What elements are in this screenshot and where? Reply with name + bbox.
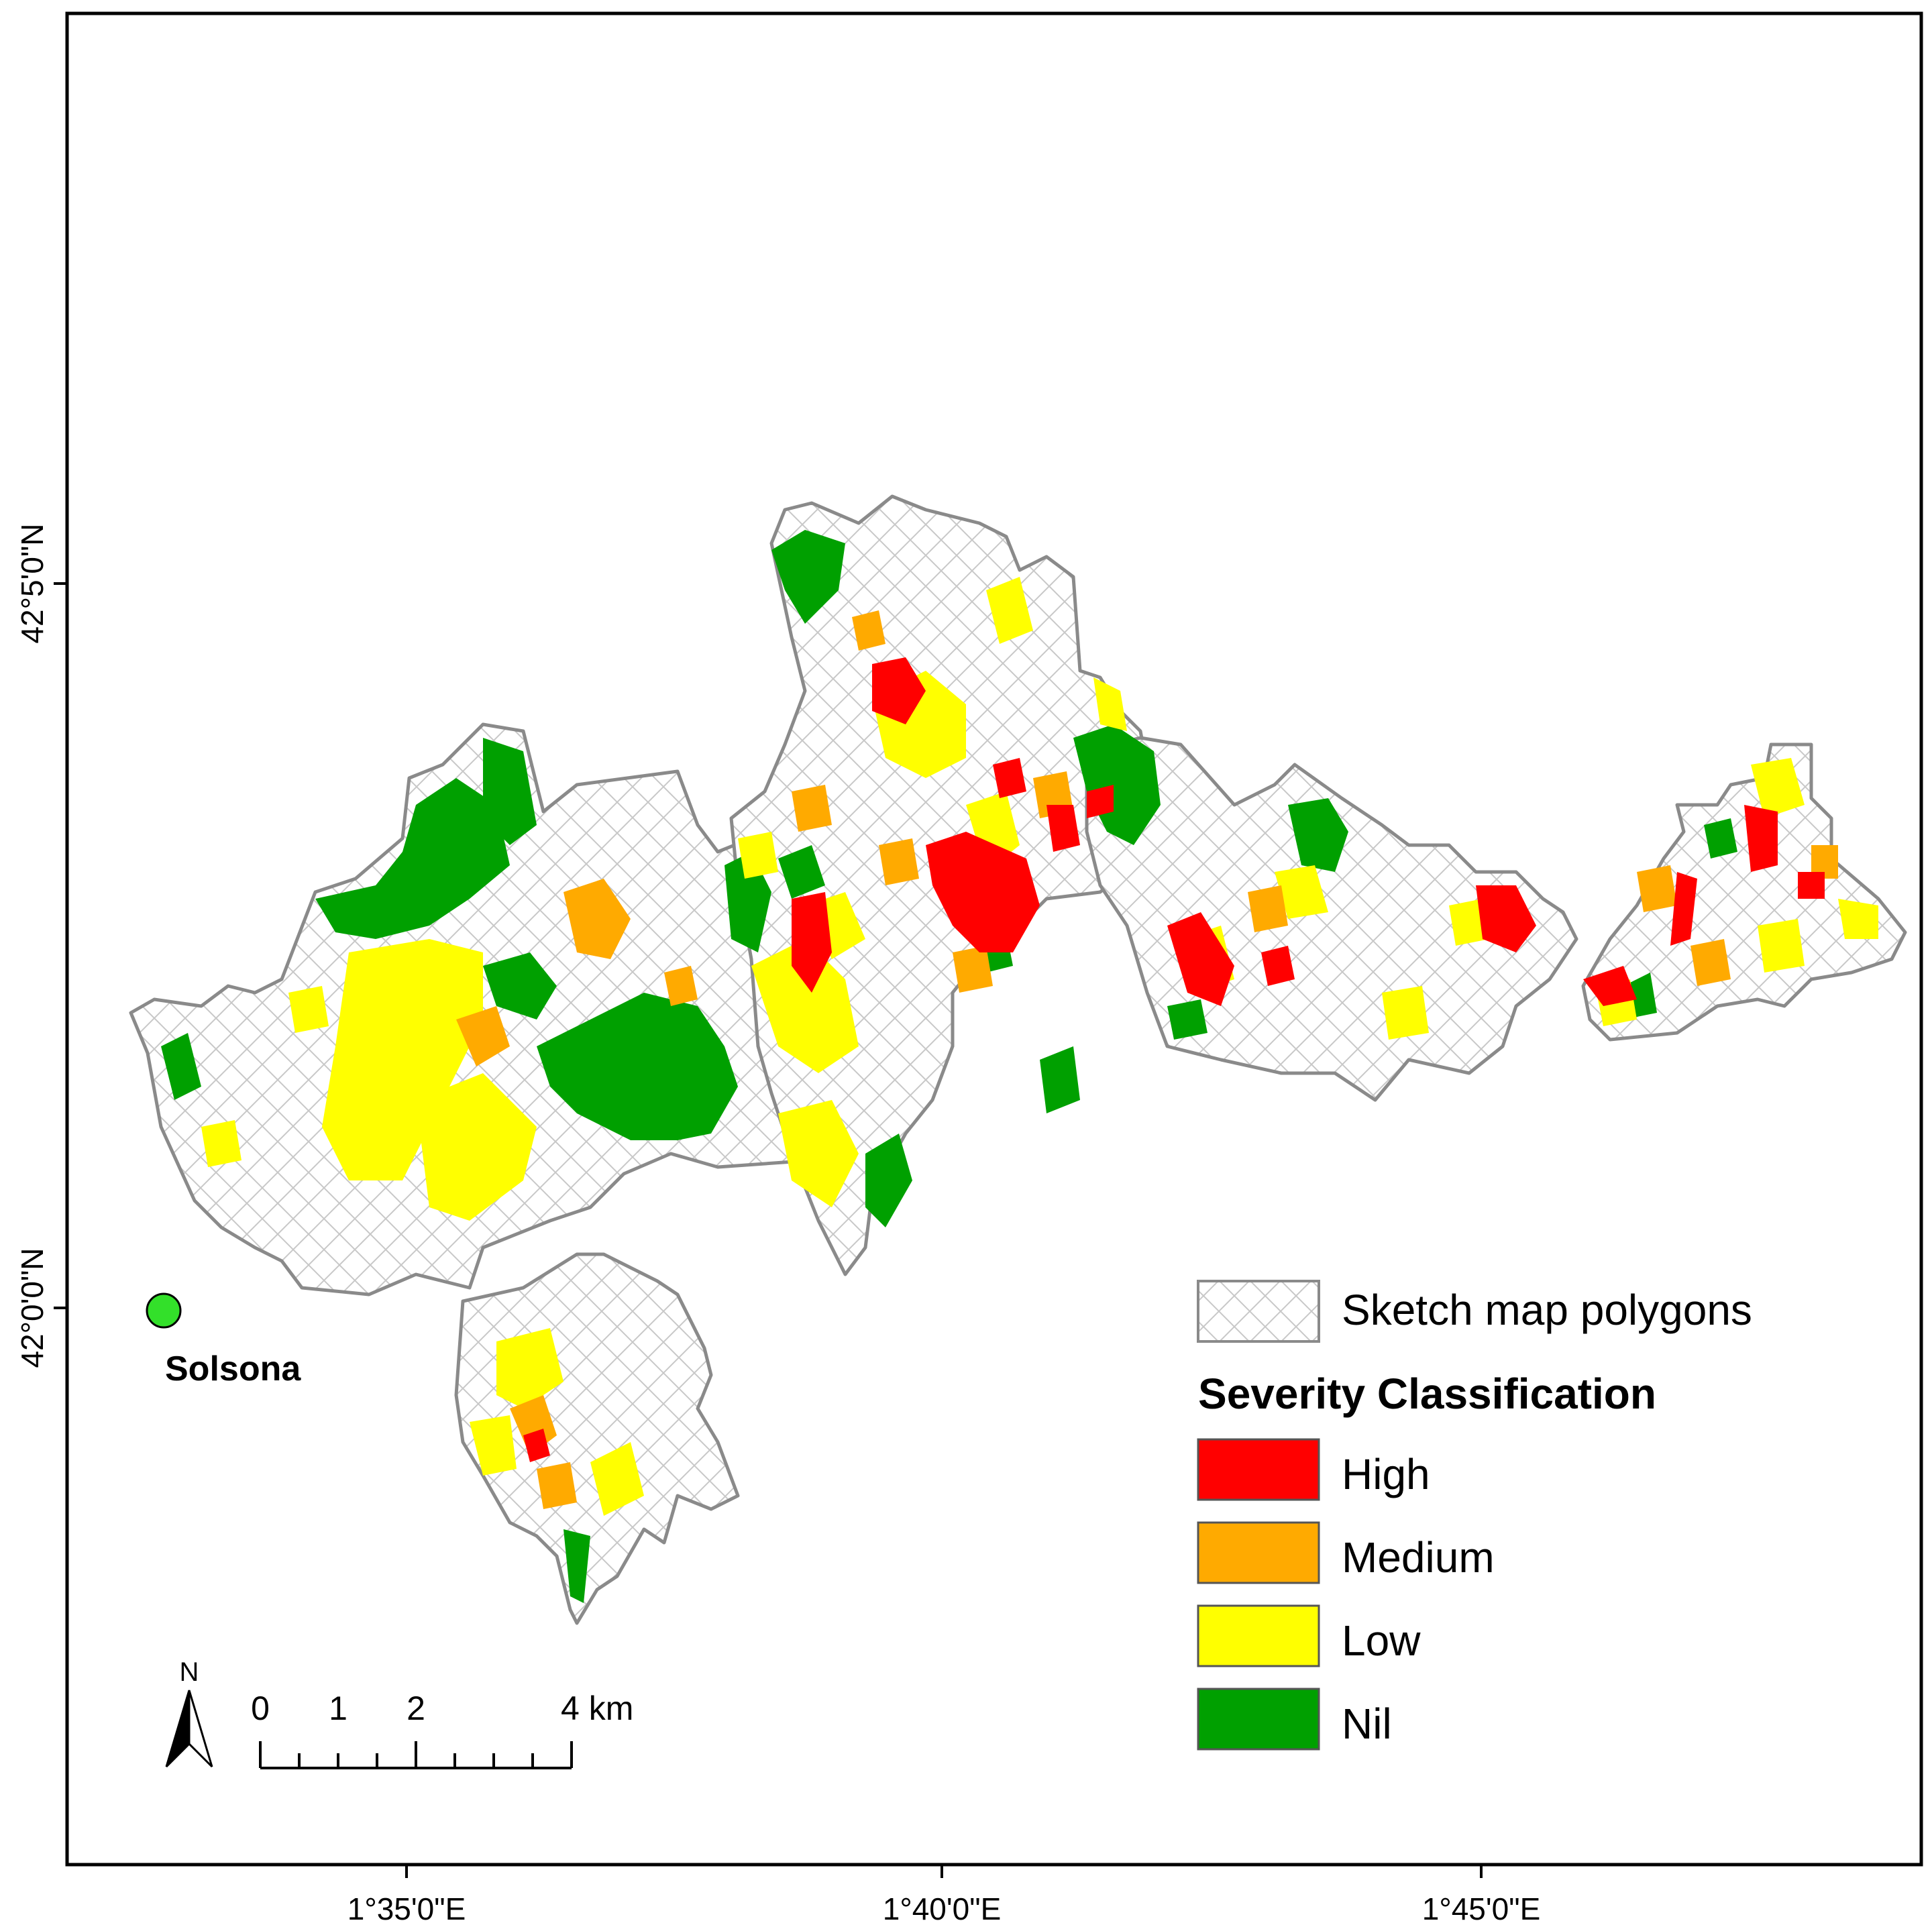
x-tick-label: 1°35'0"E — [347, 1891, 466, 1926]
legend-swatch-low — [1197, 1604, 1320, 1667]
legend-label-high: High — [1342, 1450, 1430, 1498]
legend-swatch-nil — [1197, 1688, 1320, 1751]
legend-label-sketch: Sketch map polygons — [1342, 1286, 1752, 1334]
town-label: Solsona — [165, 1349, 301, 1388]
scale-bar — [259, 1741, 573, 1769]
scale-bar-label: 1 — [329, 1690, 347, 1727]
legend-swatch-medium — [1197, 1521, 1320, 1584]
legend-title: Severity Classification — [1198, 1370, 1656, 1418]
scale-bar-label: 4 km — [561, 1690, 633, 1727]
severity-low-areas — [201, 577, 1878, 1516]
legend-label-low: Low — [1342, 1616, 1421, 1665]
x-tick-label: 1°40'0"E — [883, 1891, 1002, 1926]
severity-high-areas — [523, 657, 1825, 1462]
sketch-polygon-east-central — [1085, 736, 1578, 1102]
north-arrow-label: N — [180, 1657, 199, 1687]
x-tick-label: 1°45'0"E — [1422, 1891, 1541, 1926]
legend-label-nil: Nil — [1342, 1700, 1392, 1748]
scale-bar-label: 0 — [251, 1690, 270, 1727]
legend-label-medium: Medium — [1342, 1533, 1495, 1582]
legend-swatch-sketch — [1197, 1280, 1320, 1343]
sketch-polygon-east — [1581, 742, 1907, 1042]
town-marker — [146, 1292, 182, 1329]
legend: Sketch map polygons Severity Classificat… — [1197, 1280, 1752, 1751]
y-tick-label: 42°5'0"N — [15, 523, 50, 643]
north-arrow-icon — [165, 1690, 213, 1768]
y-tick-label: 42°0'0"N — [15, 1248, 50, 1368]
axis-ticks — [54, 582, 1483, 1878]
legend-swatch-high — [1197, 1438, 1320, 1501]
scale-bar-label: 2 — [407, 1690, 425, 1727]
